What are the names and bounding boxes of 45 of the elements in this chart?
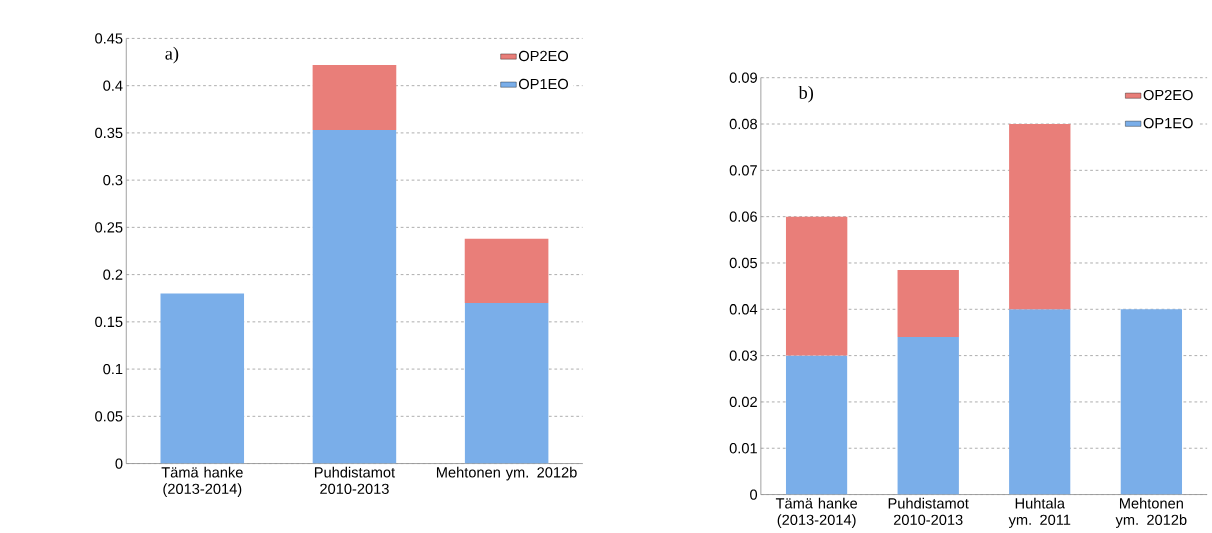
legend-label: OP1EO [1143, 117, 1193, 129]
annotation: b) [798, 85, 814, 103]
bar [897, 269, 959, 337]
y-tick-label: 0.4 [103, 80, 123, 91]
bar [464, 238, 549, 303]
x-tick-label: Mehtonen ym. 2012b [436, 466, 577, 481]
bar [1009, 123, 1071, 310]
y-tick-label: 0 [115, 458, 123, 469]
y-tick-label: 0.06 [729, 211, 757, 222]
y-tick-label: 0.07 [729, 164, 757, 176]
y-tick-label: 0.03 [729, 350, 757, 361]
x-tick-label: Puhdistamot 2010-2013 [314, 466, 395, 494]
y-tick-label: 0.05 [729, 257, 758, 268]
y-tick-label: 0.08 [729, 118, 757, 129]
bar [1120, 309, 1183, 495]
y-tick-label: 0.25 [95, 221, 123, 233]
bar [312, 64, 397, 130]
legend-label: OP1EO [518, 78, 569, 89]
bar [312, 129, 397, 464]
x-tick-label: Tämä hanke (2013-2014) [775, 497, 858, 528]
bar [785, 355, 848, 495]
y-tick-label: 0.2 [103, 269, 123, 280]
y-tick-label: 0.3 [103, 174, 123, 186]
x-tick-label: Mehtonen ym. 2012b [1115, 497, 1187, 528]
bar [1009, 309, 1071, 495]
x-tick-label: Puhdistamot 2010-2013 [888, 497, 969, 525]
bar [464, 302, 549, 464]
legend-label: OP2EO [1143, 89, 1193, 100]
legend-label: OP2EO [518, 50, 569, 61]
y-tick-label: 0.15 [95, 316, 123, 327]
y-tick-label: 0.05 [95, 410, 123, 422]
y-tick-label: 0.35 [95, 127, 123, 138]
bar [160, 293, 245, 464]
y-tick-label: 0.01 [729, 442, 757, 454]
y-tick-label: 0.1 [103, 363, 123, 375]
y-tick-label: 0.09 [729, 72, 757, 83]
x-tick-label: Tämä hanke (2013-2014) [161, 466, 243, 497]
x-tick-label: Huhtala ym. 2011 [1008, 497, 1071, 528]
bar [897, 336, 959, 495]
y-tick-label: 0 [750, 489, 758, 500]
y-tick-label: 0.45 [95, 33, 123, 44]
y-tick-label: 0.02 [729, 396, 757, 407]
annotation: a) [165, 46, 179, 64]
y-tick-label: 0.04 [729, 303, 758, 315]
bar [785, 216, 848, 356]
